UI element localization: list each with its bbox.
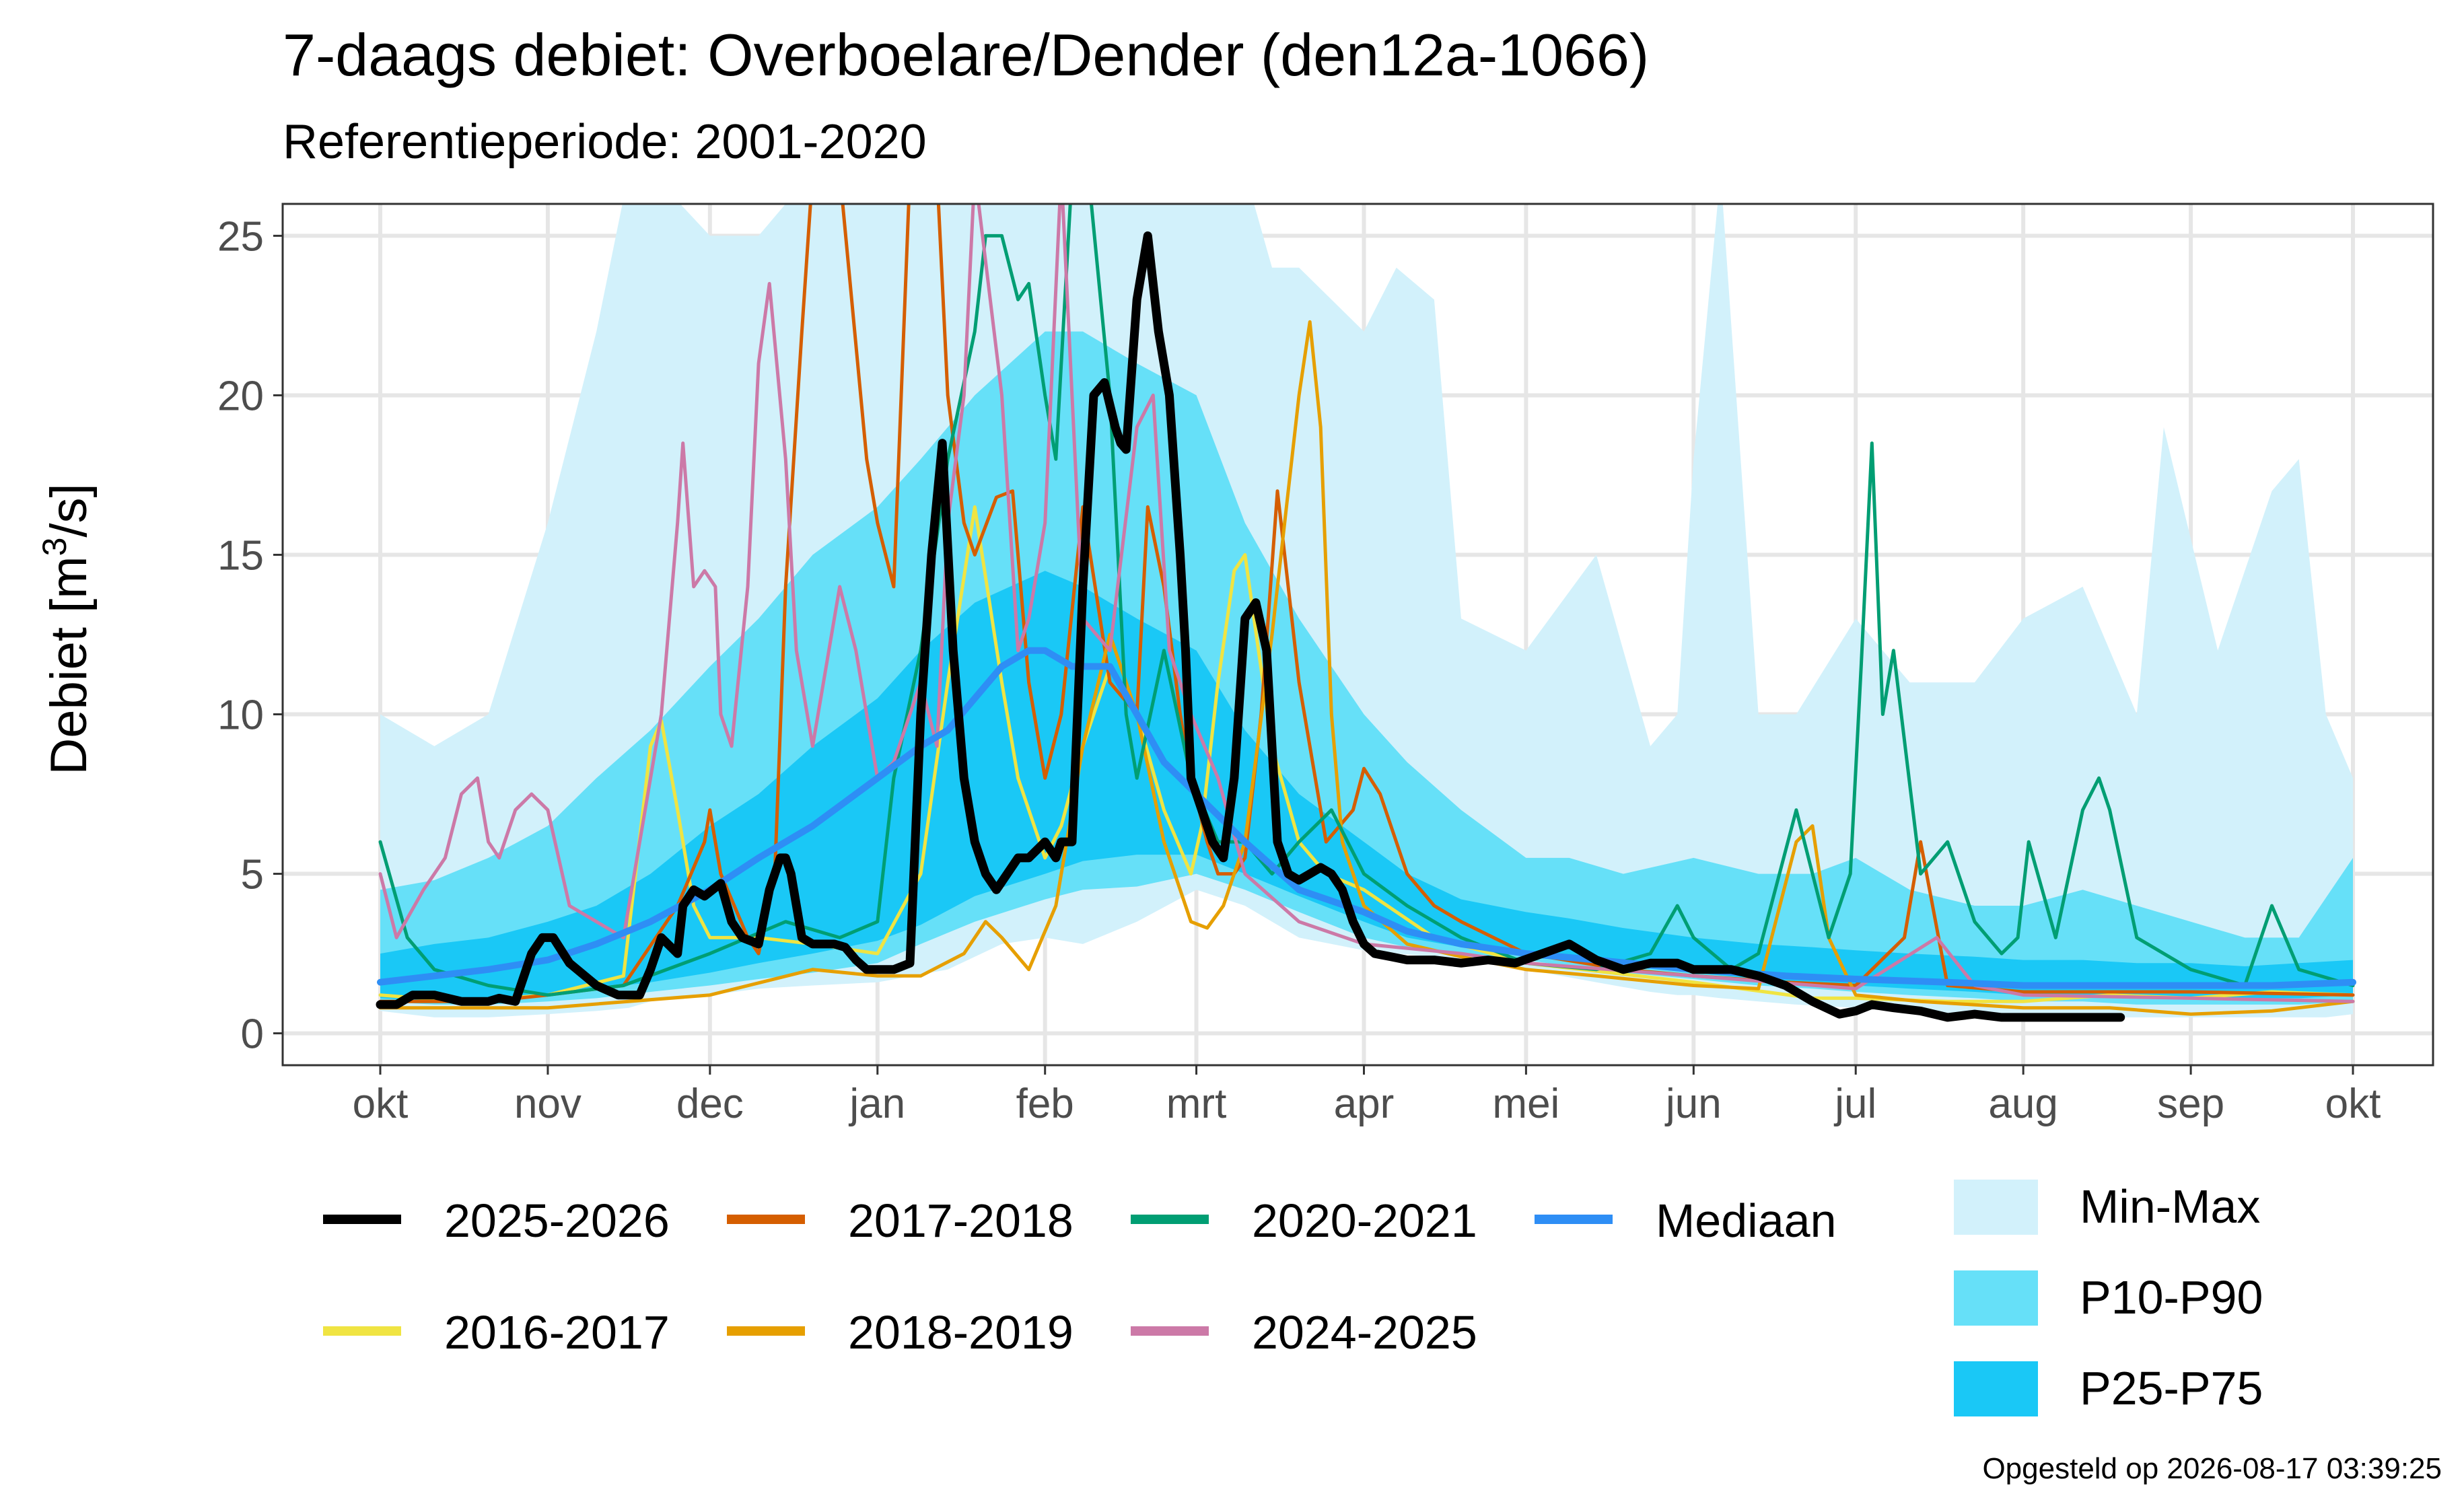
x-tick-label: jun — [1664, 1081, 1722, 1127]
x-tick-label: nov — [514, 1081, 582, 1127]
x-tick-label: mrt — [1166, 1081, 1227, 1127]
series-2020-2021 — [378, 204, 2355, 997]
legend-label: 2018-2019 — [848, 1306, 1073, 1359]
series-2024-2025 — [378, 204, 2355, 1003]
x-tick-label: sep — [2157, 1081, 2224, 1127]
legend-label: 2025-2026 — [444, 1194, 670, 1247]
y-tick-label: 25 — [217, 213, 264, 260]
series-2018-2019 — [378, 320, 2355, 1016]
band-p25-p75 — [380, 571, 2353, 1002]
plot-border — [281, 203, 2434, 1067]
y-tick-label: 10 — [217, 692, 264, 739]
legend-label: P25-P75 — [2080, 1362, 2263, 1414]
x-tick-label: okt — [2325, 1081, 2381, 1127]
legend-label: P10-P90 — [2080, 1271, 2263, 1324]
legend-label: 2024-2025 — [1252, 1306, 1477, 1359]
chart-subtitle: Referentieperiode: 2001-2020 — [283, 115, 927, 169]
legend-key — [1954, 1361, 2038, 1416]
legend-label: 2016-2017 — [444, 1306, 670, 1359]
y-tick-label: 20 — [217, 373, 264, 419]
x-axis-ticks: okt nov dec jan feb mrt apr mei jun jul aug sep okt — [353, 1065, 2381, 1127]
x-tick-label: jul — [1833, 1081, 1876, 1127]
legend-key — [1954, 1270, 2038, 1326]
series-lines — [376, 204, 2356, 1022]
x-tick-label: jan — [848, 1081, 905, 1127]
legend-label: Mediaan — [1656, 1194, 1837, 1247]
y-axis-ticks: 0 5 10 15 20 25 — [217, 213, 283, 1058]
x-tick-label: dec — [676, 1081, 744, 1127]
chart-title: 7-daags debiet: Overboelare/Dender (den1… — [283, 22, 1649, 88]
legend-key — [1954, 1180, 2038, 1235]
x-tick-label: feb — [1016, 1081, 1074, 1127]
legend: 2025-2026 2017-2018 2020-2021 Mediaan 2016-2… — [323, 1180, 2263, 1416]
x-tick-label: apr — [1334, 1081, 1395, 1127]
y-tick-label: 15 — [217, 532, 264, 579]
x-tick-label: okt — [353, 1081, 409, 1127]
y-tick-label: 0 — [241, 1011, 264, 1058]
legend-label: 2020-2021 — [1252, 1194, 1477, 1247]
x-tick-label: mei — [1492, 1081, 1559, 1127]
percentile-bands — [380, 204, 2353, 1017]
footnote: Opgesteld op 2026-08-17 03:39:25 — [1982, 1452, 2442, 1485]
series-2025-2026 — [376, 231, 2125, 1022]
y-tick-label: 5 — [241, 852, 264, 898]
legend-label: Min-Max — [2080, 1180, 2260, 1233]
legend-label: 2017-2018 — [848, 1194, 1073, 1247]
y-axis-label: Debiet [m3/s] — [36, 483, 98, 775]
x-tick-label: aug — [1988, 1081, 2057, 1127]
